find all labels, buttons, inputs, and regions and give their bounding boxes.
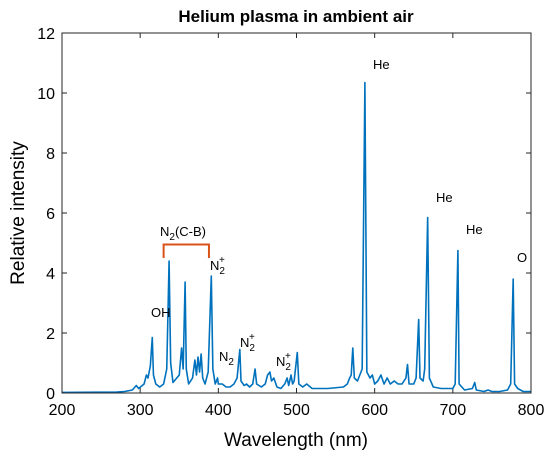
annotation: N2+ [210, 255, 225, 277]
annotation: OH [151, 305, 171, 320]
y-tick-label: 4 [46, 266, 55, 283]
y-tick-label: 12 [37, 26, 55, 43]
y-tick-label: 8 [46, 146, 55, 163]
annotation-sub: 2 [219, 266, 225, 277]
spectrum-line [61, 81, 531, 394]
annotation: N2+ [240, 332, 255, 354]
x-tick-label: 200 [49, 402, 76, 419]
x-tick-label: 400 [205, 402, 232, 419]
annotation: N2(C-B) [160, 224, 206, 243]
annotation-text: N [219, 349, 228, 364]
annotation-text: N [210, 258, 219, 273]
x-tick-label: 700 [439, 402, 466, 419]
x-tick-label: 500 [283, 402, 310, 419]
annotation-sup: + [219, 255, 225, 266]
annotation-text: N [160, 224, 169, 239]
y-tick-label: 6 [46, 206, 55, 223]
annotation-text: He [466, 222, 483, 237]
annotation-text: He [436, 190, 453, 205]
annotation-text: He [373, 57, 390, 72]
annotation-after: (C-B) [175, 224, 206, 239]
annotation: He [436, 190, 453, 205]
y-tick-label: 2 [46, 326, 55, 343]
annotation-text: OH [151, 305, 171, 320]
annotation: N2 [219, 349, 234, 368]
annotation-text: O [517, 250, 527, 265]
annotation-sup: + [285, 351, 291, 362]
annotation-sub: 2 [169, 232, 175, 243]
annotation-sub: 2 [228, 357, 234, 368]
annotation-sup: + [249, 332, 255, 343]
chart-title: Helium plasma in ambient air [178, 7, 414, 26]
x-tick-label: 800 [518, 402, 545, 419]
x-tick-label: 600 [361, 402, 388, 419]
y-axis-label: Relative intensity [8, 141, 29, 285]
annotation: He [466, 222, 483, 237]
annotation-sub: 2 [285, 362, 291, 373]
annotation: He [373, 57, 390, 72]
plot-frame [61, 32, 532, 394]
y-tick-label: 10 [37, 86, 55, 103]
annotation-text: N [276, 354, 285, 369]
annotation: N2+ [276, 351, 291, 373]
annotation-text: N [240, 335, 249, 350]
x-axis-label: Wavelength (nm) [224, 430, 368, 451]
annotation-sub: 2 [249, 343, 255, 354]
bracket [162, 243, 210, 258]
annotation: O [517, 250, 527, 265]
x-tick-label: 300 [127, 402, 154, 419]
y-tick-label: 0 [46, 386, 55, 403]
